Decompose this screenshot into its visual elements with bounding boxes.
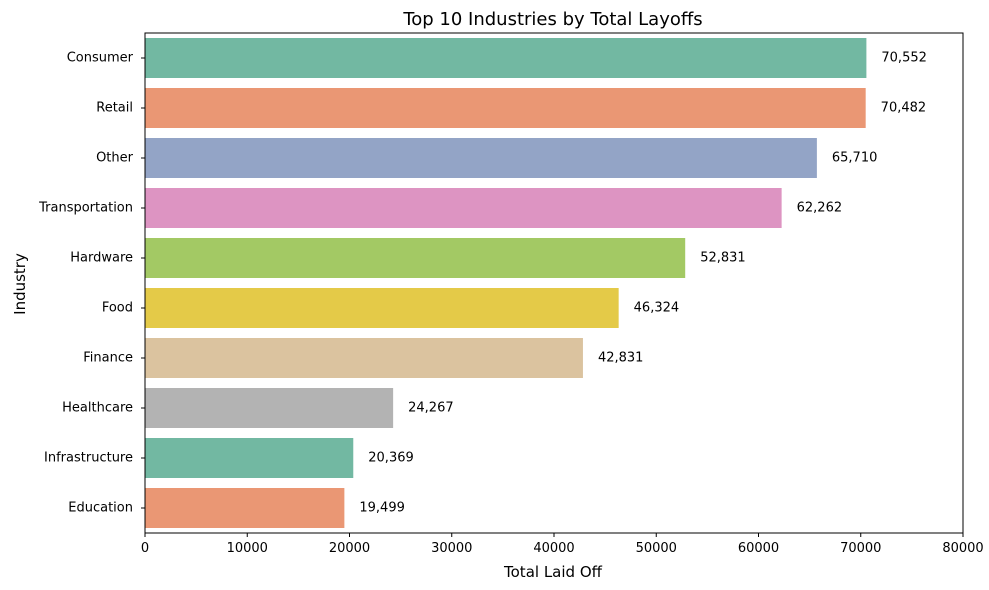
- x-tick-label: 30000: [431, 541, 472, 556]
- axes-frame: [144, 32, 964, 534]
- y-tick-label: Infrastructure: [44, 451, 133, 466]
- x-tick-label: 20000: [329, 541, 370, 556]
- bar: [145, 438, 354, 478]
- x-axis-label: Total Laid Off: [503, 563, 603, 581]
- bar-value-label: 52,831: [700, 251, 746, 266]
- bar: [145, 488, 345, 528]
- y-tick-label: Food: [102, 301, 133, 316]
- y-tick-label: Retail: [96, 101, 133, 116]
- plot-area: Consumer 70,552 Retail 70,482 Other 65,710 Tra…: [38, 32, 984, 556]
- bar: [145, 88, 866, 128]
- bar-value-label: 70,552: [881, 51, 927, 66]
- y-tick-label: Education: [68, 501, 133, 516]
- y-tick-label: Hardware: [70, 251, 133, 266]
- y-axis-label: Industry: [11, 253, 29, 315]
- bar-value-label: 46,324: [634, 301, 680, 316]
- x-tick-label: 0: [141, 541, 149, 556]
- y-tick-label: Finance: [83, 351, 133, 366]
- bar-value-label: 24,267: [408, 401, 454, 416]
- bar-value-label: 65,710: [832, 151, 878, 166]
- x-tick-label: 50000: [636, 541, 677, 556]
- bar: [145, 288, 619, 328]
- y-tick-label: Transportation: [38, 201, 133, 216]
- chart-title: Top 10 Industries by Total Layoffs: [402, 9, 702, 30]
- bar: [145, 38, 867, 78]
- x-tick-label: 60000: [738, 541, 779, 556]
- bar: [145, 188, 782, 228]
- x-tick-label: 70000: [840, 541, 881, 556]
- bar: [145, 238, 686, 278]
- bar-value-label: 42,831: [598, 351, 644, 366]
- bar-value-label: 62,262: [797, 201, 843, 216]
- bar: [145, 388, 394, 428]
- x-tick-label: 40000: [533, 541, 574, 556]
- bar-value-label: 19,499: [359, 501, 405, 516]
- bar: [145, 138, 817, 178]
- bar: [145, 338, 583, 378]
- bar-value-label: 70,482: [881, 101, 927, 116]
- y-tick-label: Consumer: [67, 51, 134, 66]
- y-tick-label: Other: [96, 151, 134, 166]
- x-tick-label: 10000: [227, 541, 268, 556]
- y-tick-label: Healthcare: [62, 401, 133, 416]
- bar-value-label: 20,369: [368, 451, 414, 466]
- x-tick-label: 80000: [942, 541, 983, 556]
